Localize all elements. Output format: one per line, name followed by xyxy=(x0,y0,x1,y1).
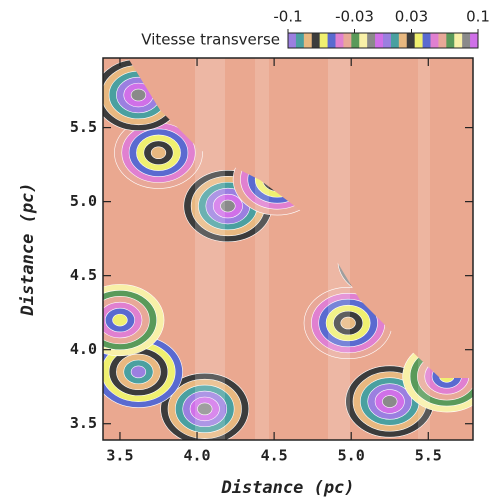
colorbar: -0.1 -0.03 0.03 0.1 xyxy=(273,8,490,49)
y-tick-label: 4.0 xyxy=(70,340,97,358)
colorbar-swatch xyxy=(359,33,368,48)
y-tick-label: 4.5 xyxy=(70,266,97,284)
colorbar-swatch xyxy=(422,33,431,48)
x-tick-label: 4.5 xyxy=(261,447,288,465)
x-tick-label: 4.0 xyxy=(183,447,210,465)
colorbar-swatch xyxy=(367,33,376,48)
colorbar-swatch xyxy=(390,33,400,48)
colorbar-swatch xyxy=(335,33,344,48)
stripes xyxy=(195,58,430,440)
colorbar-swatch xyxy=(383,33,392,48)
colorbar-swatch xyxy=(343,33,352,48)
peak-position xyxy=(226,205,229,208)
y-tick-label: 5.5 xyxy=(70,118,97,136)
colorbar-swatch xyxy=(288,33,297,48)
y-tick-label: 5.0 xyxy=(70,192,97,210)
peak-position xyxy=(388,400,391,403)
colorbar-swatch xyxy=(327,33,336,48)
colorbar-tick-label: -0.1 xyxy=(273,8,302,26)
peak-position xyxy=(118,319,121,322)
colorbar-swatch xyxy=(303,33,313,48)
colorbar-label: Vitesse transverse xyxy=(141,31,280,49)
peak-position xyxy=(157,151,160,154)
colorbar-tick-label: 0.03 xyxy=(395,8,428,26)
peak-position xyxy=(137,370,140,373)
peak-position xyxy=(203,407,206,410)
colorbar-swatch xyxy=(406,33,416,48)
colorbar-swatch xyxy=(295,33,305,48)
empty-region xyxy=(128,58,473,378)
peak-position xyxy=(347,322,350,325)
colorbar-swatch xyxy=(398,33,408,48)
x-tick-label: 5.0 xyxy=(338,447,365,465)
plot-frame xyxy=(102,57,474,441)
colorbar-swatch xyxy=(311,33,321,48)
colorbar-swatch xyxy=(430,33,439,48)
x-axis-title: Distance (pc) xyxy=(220,478,354,498)
colorbar-swatch xyxy=(454,33,463,48)
y-tick-label: 3.5 xyxy=(70,414,97,432)
colorbar-swatch xyxy=(470,33,479,48)
colorbar-swatch xyxy=(375,33,384,48)
colorbar-swatch xyxy=(319,33,329,48)
colorbar-swatch xyxy=(446,33,455,48)
x-tick-label: 5.5 xyxy=(415,447,442,465)
colorbar-swatch xyxy=(351,33,360,48)
peak xyxy=(114,116,203,189)
peak xyxy=(103,284,165,357)
peak xyxy=(160,372,250,440)
colorbar-tick-label: -0.03 xyxy=(335,8,374,26)
colorbar-tick-label: 0.1 xyxy=(466,8,490,26)
peak-position xyxy=(137,94,140,97)
x-tick-label: 3.5 xyxy=(106,447,133,465)
colorbar-swatch xyxy=(414,33,424,48)
colorbar-frame xyxy=(287,32,479,49)
colorbar-swatch xyxy=(438,33,447,48)
colorbar-swatch xyxy=(462,33,471,48)
y-axis-title: Distance (pc) xyxy=(18,182,38,316)
